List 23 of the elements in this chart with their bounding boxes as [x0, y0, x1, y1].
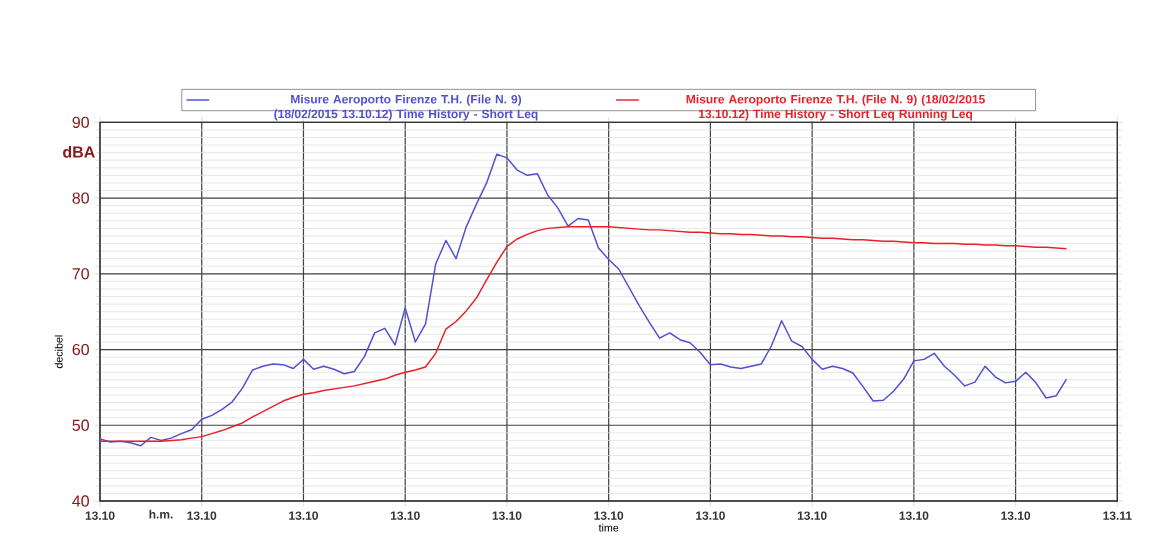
- y-tick-label: 40: [72, 495, 89, 507]
- x-tick-label: 13.10: [899, 511, 929, 520]
- x-tick-label: 13.10: [1001, 511, 1031, 520]
- y-axis-title: decibel: [54, 335, 63, 369]
- text: Misure Aeroporto Firenze T.H. (File N. 9) (18/02/2015 13.10.12) Time History - Short Leq: [274, 94, 538, 121]
- x-tick-label: 13.10: [797, 511, 827, 520]
- x-tick-label: 13.10: [390, 511, 420, 520]
- y-tick-label: 80: [72, 192, 89, 204]
- text: h.m.: [149, 509, 173, 519]
- x-tick-label: 13.10: [492, 511, 522, 520]
- y-tick-label: 90: [72, 116, 89, 128]
- x-tick-label: 13.11: [1103, 511, 1132, 520]
- x-axis-title: time: [598, 523, 619, 532]
- x-tick-label: 13.10: [696, 511, 725, 520]
- x-tick-label: 13.10: [289, 511, 318, 520]
- x-tick-label: 13.10: [594, 511, 624, 520]
- y-tick-label: 70: [72, 268, 89, 280]
- text: Misure Aeroporto Firenze T.H. (File N. 9) (18/02/2015 13.10.12) Time History - Short Leq Running Leq: [686, 94, 985, 121]
- text: dBA: [63, 145, 95, 158]
- x-tick-label: 13.10: [187, 511, 217, 520]
- y-tick-label: 50: [72, 419, 89, 431]
- x-tick-label: 13.10: [85, 511, 115, 520]
- y-tick-label: 60: [72, 343, 89, 356]
